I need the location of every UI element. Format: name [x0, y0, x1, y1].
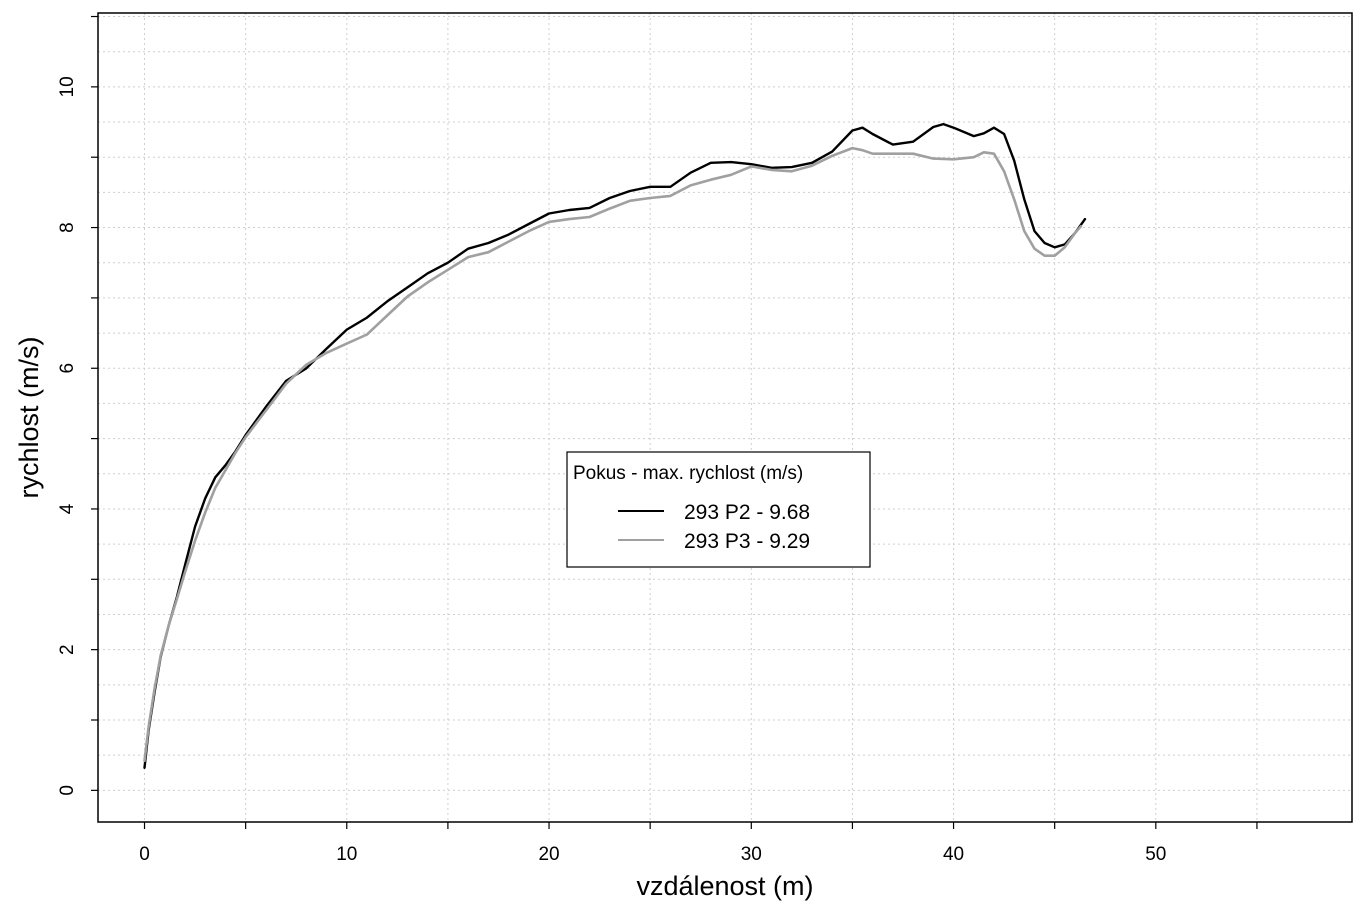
x-tick-label: 50: [1145, 844, 1166, 865]
y-tick-label: 2: [57, 644, 78, 655]
y-tick-label: 6: [57, 363, 78, 374]
legend-box: [566, 451, 871, 568]
y-tick-label: 10: [57, 76, 78, 97]
x-tick-label: 30: [741, 844, 762, 865]
y-tick-label: 4: [57, 503, 78, 514]
y-tick-label: 8: [57, 222, 78, 233]
x-tick-label: 10: [336, 844, 357, 865]
x-tick-label: 40: [943, 844, 964, 865]
x-tick-label: 20: [538, 844, 559, 865]
series-line-1: [143, 122, 1087, 769]
x-tick-label: 0: [139, 844, 150, 865]
y-axis-title: rychlost (m/s): [14, 337, 44, 499]
plot-frame: [97, 12, 1353, 823]
legend: Pokus - max. rychlost (m/s) 293 P2 - 9.6…: [566, 451, 871, 568]
axis-ticks: 0 10 20 30 40 50 0 2 4 6 8 10: [57, 15, 1258, 865]
x-axis-title: vzdálenost (m): [636, 871, 813, 901]
series-lines: [143, 122, 1087, 769]
legend-entry-2: 293 P3 - 9.29: [684, 530, 810, 553]
legend-entry-1: 293 P2 - 9.68: [684, 501, 810, 524]
grid: [98, 13, 1352, 822]
series-line-2: [143, 146, 1083, 763]
legend-entries: 293 P2 - 9.68 293 P3 - 9.29: [618, 501, 810, 553]
y-tick-label: 0: [57, 785, 78, 796]
legend-title: Pokus - max. rychlost (m/s): [573, 463, 803, 484]
